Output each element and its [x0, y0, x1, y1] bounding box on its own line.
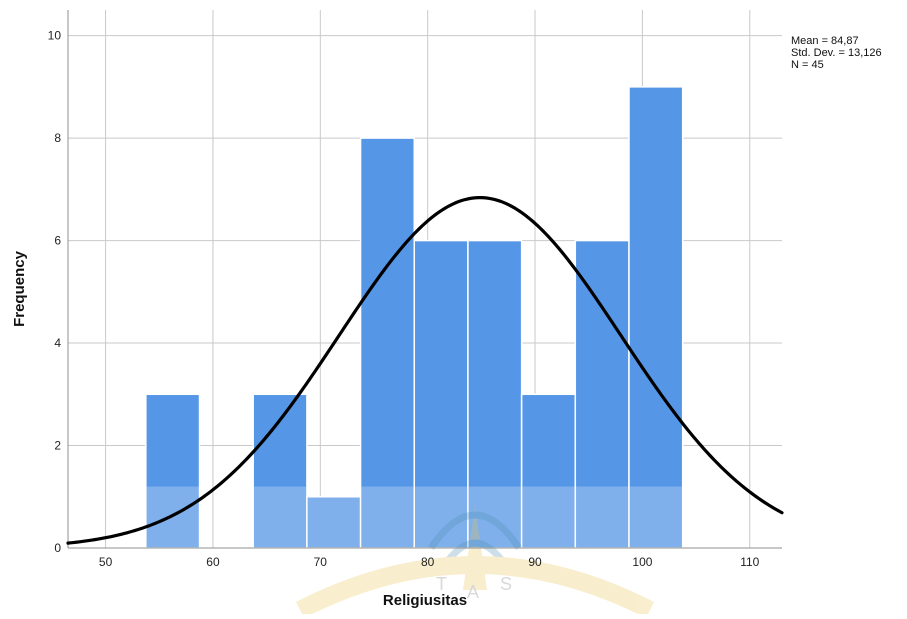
- histogram-bar: [306, 496, 362, 549]
- histogram-bar-lower-band: [522, 486, 575, 548]
- normal-curve: [66, 196, 784, 545]
- histogram-bar-lower-band: [415, 486, 468, 548]
- svg-text:A: A: [467, 582, 479, 602]
- stats-mean: Mean = 84,87: [791, 35, 859, 47]
- y-axis-title: Frequency: [11, 250, 28, 327]
- stats-std-dev: Std. Dev. = 13,126: [791, 47, 882, 59]
- x-tick-label: 70: [314, 555, 328, 569]
- histogram-bar: [628, 86, 684, 549]
- histogram-bar-lower-band: [629, 486, 682, 548]
- x-tick-label: 50: [99, 555, 113, 569]
- x-tick-label: 100: [632, 555, 652, 569]
- histogram-bar: [520, 393, 577, 549]
- x-tick-label: 110: [740, 555, 759, 569]
- histogram-bar-lower-band: [576, 486, 629, 548]
- histogram-bar-lower-band: [307, 496, 360, 548]
- histogram-bar-lower-band: [468, 486, 521, 548]
- histogram-bar: [574, 239, 630, 549]
- histogram-bar: [467, 239, 523, 549]
- histogram-bar-lower-band: [361, 486, 414, 548]
- histogram-bar-lower-band: [253, 486, 307, 548]
- svg-text:T: T: [436, 574, 447, 594]
- tick-labels: 50 60 70 80 90 100 110 0 2 4 6 8 10: [48, 29, 760, 569]
- y-tick-label: 0: [54, 541, 61, 555]
- y-tick-label: 4: [54, 336, 61, 350]
- axes-layer: [67, 10, 782, 549]
- y-tick-label: 8: [54, 131, 61, 145]
- stats-box: Mean = 84,87 Std. Dev. = 13,126 N = 45: [791, 35, 882, 71]
- y-tick-label: 6: [54, 234, 61, 248]
- x-tick-label: 80: [421, 555, 435, 569]
- y-tick-label: 2: [54, 439, 61, 453]
- y-tick-label: 10: [48, 29, 62, 43]
- x-axis-title: Religiusitas: [383, 592, 467, 609]
- stats-n: N = 45: [791, 59, 824, 71]
- svg-text:S: S: [500, 574, 512, 594]
- x-tick-label: 90: [528, 555, 542, 569]
- histogram-bar: [359, 137, 416, 549]
- x-tick-label: 60: [206, 555, 220, 569]
